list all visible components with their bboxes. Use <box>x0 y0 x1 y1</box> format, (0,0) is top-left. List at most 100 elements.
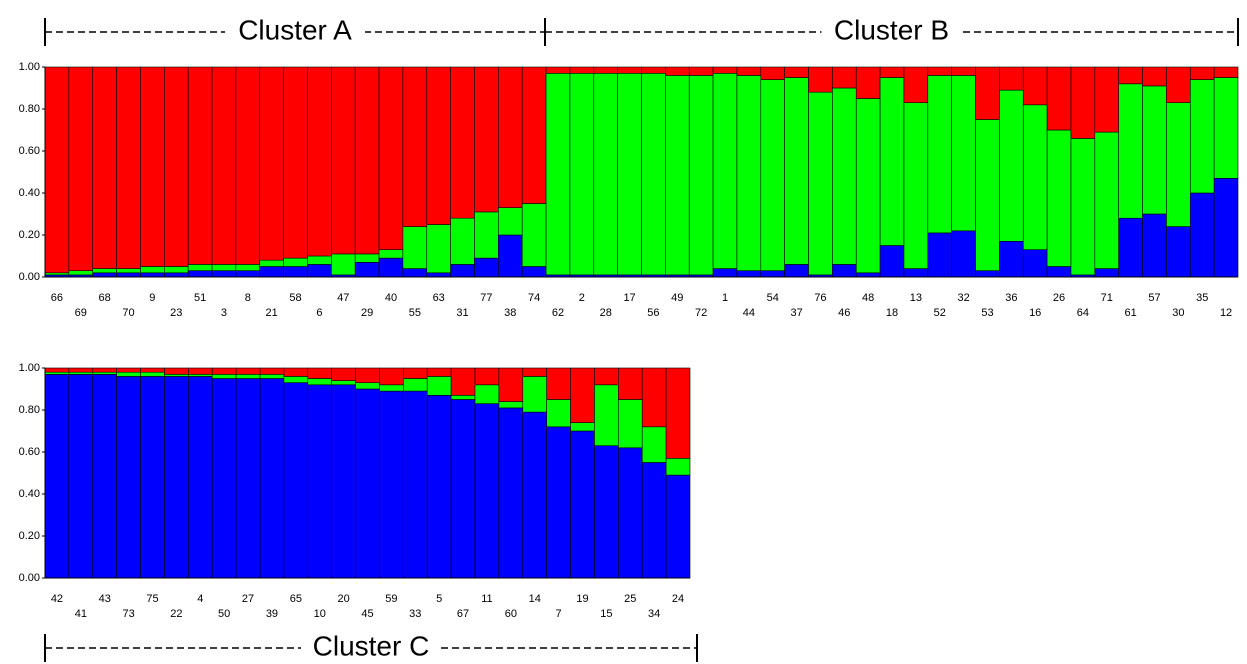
bar-segment <box>594 367 619 386</box>
bar-segment <box>498 407 524 579</box>
bar-segment <box>259 373 285 379</box>
bar-segment <box>665 75 690 276</box>
x-tick-label: 9 <box>149 292 155 304</box>
bar-segment <box>211 270 237 278</box>
bar-segment <box>546 399 571 428</box>
x-tick-label: 73 <box>122 608 134 620</box>
bar-segment <box>1166 66 1191 104</box>
bar-segment <box>665 367 691 459</box>
bar-segment <box>211 367 237 375</box>
bar-segment <box>1022 66 1048 106</box>
bar-segment <box>1118 217 1143 278</box>
bar-segment <box>140 266 165 274</box>
x-tick-label: 32 <box>957 292 969 304</box>
x-tick-label: 30 <box>1172 307 1184 319</box>
bar-segment <box>211 66 237 265</box>
y-tick-label: 0.80 <box>19 103 40 115</box>
bar-segment <box>450 217 475 265</box>
bar-segment <box>235 264 261 271</box>
bar-segment <box>736 270 762 278</box>
bar-segment <box>641 462 667 579</box>
x-tick-label: 23 <box>170 307 182 319</box>
bar-segment <box>283 382 309 579</box>
x-tick-label: 21 <box>266 307 278 319</box>
bar-segment <box>999 241 1024 278</box>
x-tick-label: 42 <box>51 593 63 605</box>
bar-segment <box>617 73 642 276</box>
cluster-label-bg <box>821 14 962 50</box>
bar-segment <box>951 66 976 76</box>
bar-segment <box>307 66 332 257</box>
bar-segment <box>665 474 691 579</box>
bar-segment <box>593 73 618 276</box>
y-tick-label: 0.80 <box>19 404 40 416</box>
bar-segment <box>307 378 332 386</box>
bar-segment <box>760 270 785 278</box>
bar-segment <box>283 266 308 278</box>
x-tick-label: 27 <box>242 593 254 605</box>
x-tick-label: 69 <box>75 307 87 319</box>
bar-segment <box>331 66 356 255</box>
bar-segment <box>760 66 785 80</box>
bar-segment <box>570 422 595 432</box>
bar-segment <box>164 373 189 377</box>
bar-segment <box>879 77 905 246</box>
bar-segment <box>283 66 308 259</box>
x-tick-label: 16 <box>1029 307 1041 319</box>
bar-segment <box>569 66 595 74</box>
bar-segment <box>44 373 70 579</box>
bar-segment <box>187 270 213 278</box>
bar-segment <box>378 257 404 278</box>
x-tick-label: 28 <box>600 307 612 319</box>
x-tick-label: 33 <box>409 608 421 620</box>
bar-segment <box>618 367 643 400</box>
bar-segment <box>594 384 619 446</box>
bar-segment <box>116 376 141 579</box>
bar-segment <box>140 376 165 579</box>
y-tick-label: 0.20 <box>19 530 40 542</box>
bar-segment <box>1142 85 1167 215</box>
x-tick-label: 66 <box>51 292 63 304</box>
bar-segment <box>975 119 1000 271</box>
bar-segment <box>188 367 213 375</box>
bar-segment <box>211 378 237 579</box>
bar-segment <box>164 266 189 274</box>
bar-segment <box>808 91 833 276</box>
bar-segment <box>618 399 643 449</box>
bar-segment <box>474 66 499 213</box>
bar-segment <box>855 272 881 278</box>
x-tick-label: 61 <box>1125 307 1137 319</box>
bar-segment <box>1022 104 1048 250</box>
x-tick-label: 10 <box>314 608 326 620</box>
bar-segment <box>307 264 332 278</box>
cluster-label: Cluster A <box>238 14 352 45</box>
cluster-label-bg <box>301 630 441 664</box>
bar-segment <box>1022 249 1048 278</box>
bar-segment <box>903 102 929 269</box>
x-tick-label: 50 <box>218 608 230 620</box>
bar-segment <box>736 66 762 76</box>
x-tick-label: 40 <box>385 292 397 304</box>
x-tick-label: 60 <box>505 608 517 620</box>
bar-segment <box>879 245 905 278</box>
bar-segment <box>570 430 595 579</box>
bar-segment <box>594 445 619 579</box>
x-tick-label: 29 <box>361 307 373 319</box>
bar-segment <box>140 66 165 267</box>
bar-segment <box>474 384 500 404</box>
bar-segment <box>641 426 667 463</box>
bar-segment <box>1118 83 1143 219</box>
bar-segment <box>450 399 476 579</box>
bar-segment <box>283 367 309 377</box>
y-tick-label: 0.40 <box>19 488 40 500</box>
bar-segment <box>951 75 976 232</box>
bar-segment <box>92 373 117 579</box>
bar-segment <box>498 367 524 402</box>
x-tick-label: 22 <box>170 608 182 620</box>
bar-segment <box>1118 66 1143 85</box>
bar-segment <box>259 259 284 267</box>
bar-segment <box>235 378 261 579</box>
x-tick-label: 76 <box>814 292 826 304</box>
bar-segment <box>927 232 952 278</box>
bar-segment <box>1213 178 1239 278</box>
